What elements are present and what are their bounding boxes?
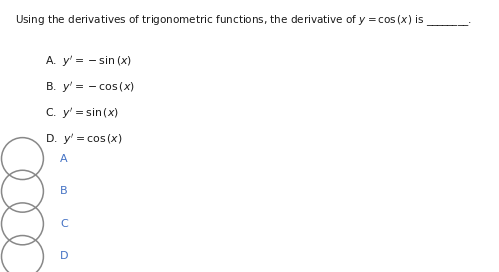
Text: B: B	[60, 186, 67, 196]
Text: C: C	[60, 219, 68, 229]
Text: D: D	[60, 252, 68, 261]
Text: D.  $y' = \cos\left(x\right)$: D. $y' = \cos\left(x\right)$	[45, 132, 122, 147]
Text: A: A	[60, 154, 67, 163]
Text: Using the derivatives of trigonometric functions, the derivative of $y = \cos\le: Using the derivatives of trigonometric f…	[15, 14, 472, 28]
Text: A.  $y' = -\sin\left(x\right)$: A. $y' = -\sin\left(x\right)$	[45, 54, 132, 69]
Text: C.  $y' = \sin\left(x\right)$: C. $y' = \sin\left(x\right)$	[45, 106, 119, 121]
Text: B.  $y' = -\cos\left(x\right)$: B. $y' = -\cos\left(x\right)$	[45, 80, 135, 95]
